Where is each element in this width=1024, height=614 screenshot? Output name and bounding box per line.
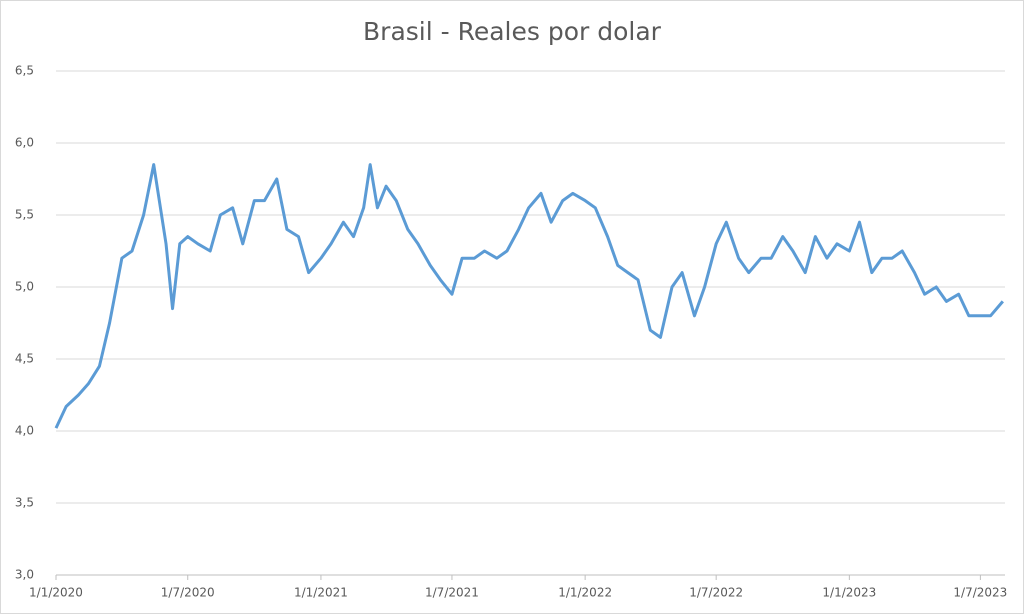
y-tick-label: 6,0 <box>15 136 34 150</box>
x-tick-label: 1/1/2023 <box>822 586 876 600</box>
x-tick-label: 1/7/2020 <box>161 586 215 600</box>
data-line <box>54 163 1004 429</box>
y-tick-label: 5,0 <box>15 280 34 294</box>
y-tick-label: 3,5 <box>15 496 34 510</box>
chart-title: Brasil - Reales por dolar <box>363 17 662 46</box>
x-tick-label: 1/1/2022 <box>558 586 612 600</box>
y-tick-label: 4,0 <box>15 424 34 438</box>
x-tick-label: 1/1/2020 <box>29 586 83 600</box>
x-tick-label: 1/7/2023 <box>953 586 1007 600</box>
x-tick-label: 1/7/2022 <box>689 586 743 600</box>
x-tick-label: 1/7/2021 <box>425 586 479 600</box>
y-tick-label: 3,0 <box>15 568 34 582</box>
y-tick-label: 5,5 <box>15 208 34 222</box>
x-tick-label: 1/1/2021 <box>294 586 348 600</box>
y-tick-label: 4,5 <box>15 352 34 366</box>
y-tick-label: 6,5 <box>15 64 34 78</box>
